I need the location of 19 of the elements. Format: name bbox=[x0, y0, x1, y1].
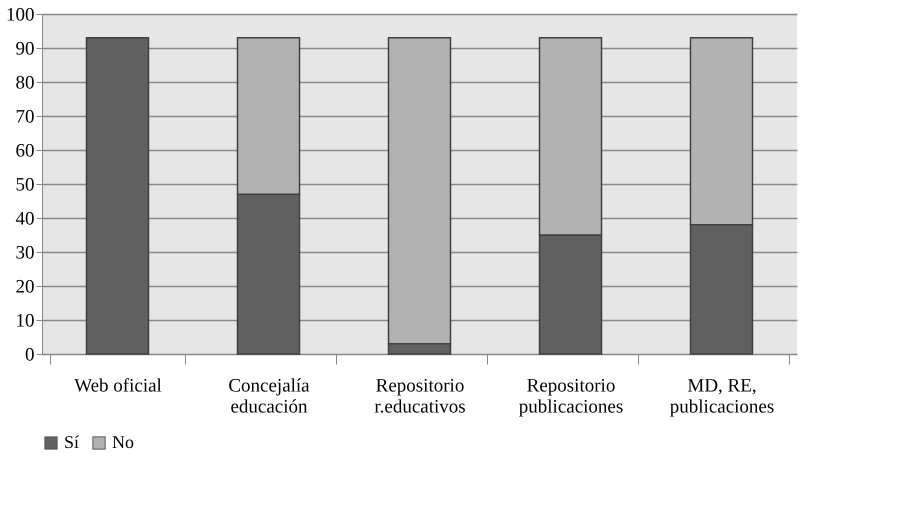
y-tick-label: 50 bbox=[16, 174, 34, 196]
x-tick-label: Web oficial bbox=[74, 376, 162, 396]
y-tick-label: 100 bbox=[6, 4, 34, 26]
legend-label: No bbox=[112, 432, 134, 452]
y-tick-label: 40 bbox=[16, 208, 34, 230]
legend-label: Sí bbox=[64, 432, 80, 452]
x-tick-label: MD, RE, publicaciones bbox=[670, 376, 774, 418]
x-tick-label: Concejalía educación bbox=[228, 376, 310, 418]
x-tick-label: Repositorio r.educativos bbox=[374, 376, 466, 418]
y-tick-label: 0 bbox=[25, 344, 34, 366]
y-tick-label: 60 bbox=[16, 140, 34, 162]
y-tick-label: 20 bbox=[16, 276, 34, 298]
y-tick-label: 70 bbox=[16, 106, 34, 128]
bar bbox=[86, 37, 150, 355]
y-tick-label: 10 bbox=[16, 310, 34, 332]
y-tick-label: 30 bbox=[16, 242, 34, 264]
y-tick-label: 80 bbox=[16, 72, 34, 94]
x-tick-label: Repositorio publicaciones bbox=[518, 376, 624, 418]
y-tick-label: 90 bbox=[16, 38, 34, 60]
